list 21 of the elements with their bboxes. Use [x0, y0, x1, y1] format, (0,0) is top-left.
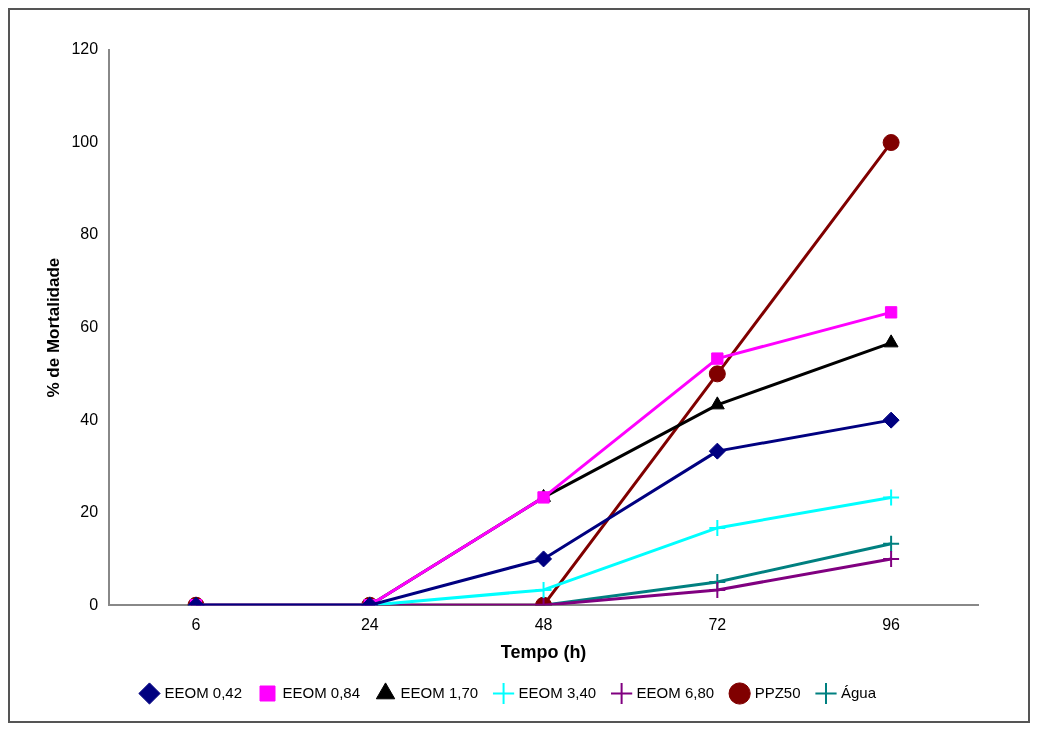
y-tick-label: 0: [89, 595, 99, 613]
y-tick-label: 60: [80, 318, 99, 336]
x-tick-label: 6: [191, 616, 201, 634]
x-tick-label: 96: [882, 616, 901, 634]
y-tick-label: 100: [71, 132, 99, 150]
legend-label: EEOM 3,40: [518, 683, 597, 701]
y-tick-label: 120: [71, 40, 99, 58]
y-tick-label: 40: [80, 410, 99, 428]
y-axis-title: % de Mortalidade: [43, 257, 63, 398]
legend-label: PPZ50: [754, 683, 801, 701]
x-tick-label: 72: [708, 616, 727, 634]
legend-label: EEOM 6,80: [636, 683, 715, 701]
y-tick-label: 20: [80, 503, 99, 521]
y-tick-label: 80: [80, 225, 99, 243]
x-tick-label: 48: [534, 616, 553, 634]
legend-label: EEOM 1,70: [400, 683, 479, 701]
legend-label: EEOM 0,42: [164, 683, 243, 701]
legend-label: Água: [841, 683, 877, 701]
legend-label: EEOM 0,84: [282, 683, 361, 701]
x-axis-title: Tempo (h): [500, 642, 587, 663]
x-tick-label: 24: [360, 616, 379, 634]
